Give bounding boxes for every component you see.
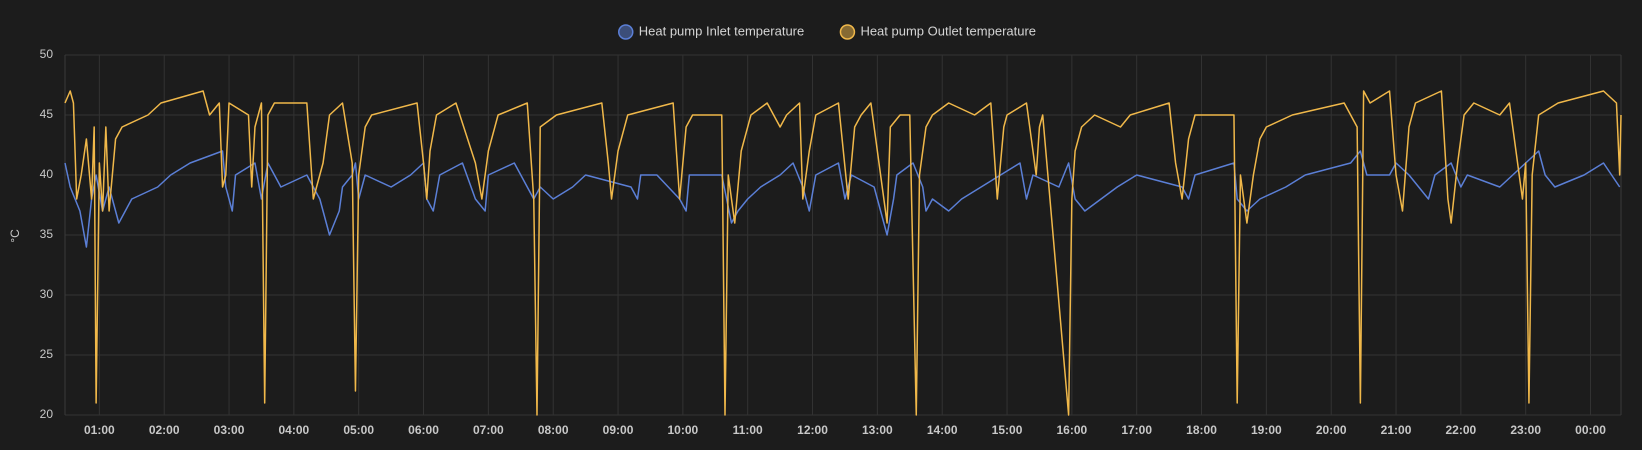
x-tick-label: 06:00 (408, 423, 439, 437)
x-tick-label: 14:00 (927, 423, 958, 437)
x-tick-label: 02:00 (149, 423, 180, 437)
legend-text[interactable]: Heat pump Outlet temperature (860, 23, 1036, 38)
x-tick-label: 21:00 (1381, 423, 1412, 437)
x-tick-label: 18:00 (1186, 423, 1217, 437)
data-line (64, 150, 1621, 248)
x-tick-label: 20:00 (1316, 423, 1347, 437)
x-tick-label: 05:00 (343, 423, 374, 437)
x-tick-label: 19:00 (1251, 423, 1282, 437)
y-tick-label: 45 (40, 107, 54, 121)
x-tick-label: 12:00 (797, 423, 828, 437)
x-tick-label: 08:00 (538, 423, 569, 437)
legend-marker[interactable] (839, 24, 856, 40)
legend-marker[interactable] (618, 24, 634, 40)
x-tick-label: 17:00 (1121, 423, 1152, 437)
y-tick-label: 30 (40, 287, 54, 301)
x-tick-label: 04:00 (279, 423, 310, 437)
x-tick-label: 01:00 (84, 423, 115, 437)
x-tick-label: 03:00 (214, 423, 245, 437)
x-tick-label: 09:00 (603, 423, 634, 437)
y-axis-label: °C (8, 229, 22, 243)
x-tick-label: 10:00 (668, 423, 699, 437)
x-tick-label: 00:00 (1575, 423, 1606, 437)
y-tick-label: 25 (40, 347, 54, 361)
x-tick-label: 07:00 (473, 423, 504, 437)
x-tick-label: 22:00 (1446, 423, 1477, 437)
x-tick-label: 15:00 (992, 423, 1023, 437)
data-line (64, 90, 1622, 416)
x-tick-label: 16:00 (1057, 423, 1088, 437)
x-tick-label: 13:00 (862, 423, 893, 437)
y-tick-label: 50 (40, 47, 54, 61)
legend-text[interactable]: Heat pump Inlet temperature (639, 23, 804, 38)
y-tick-label: 40 (40, 167, 54, 181)
x-tick-label: 11:00 (733, 423, 763, 437)
y-tick-label: 20 (40, 407, 54, 421)
y-tick-label: 35 (40, 227, 54, 241)
x-tick-label: 23:00 (1510, 423, 1541, 437)
